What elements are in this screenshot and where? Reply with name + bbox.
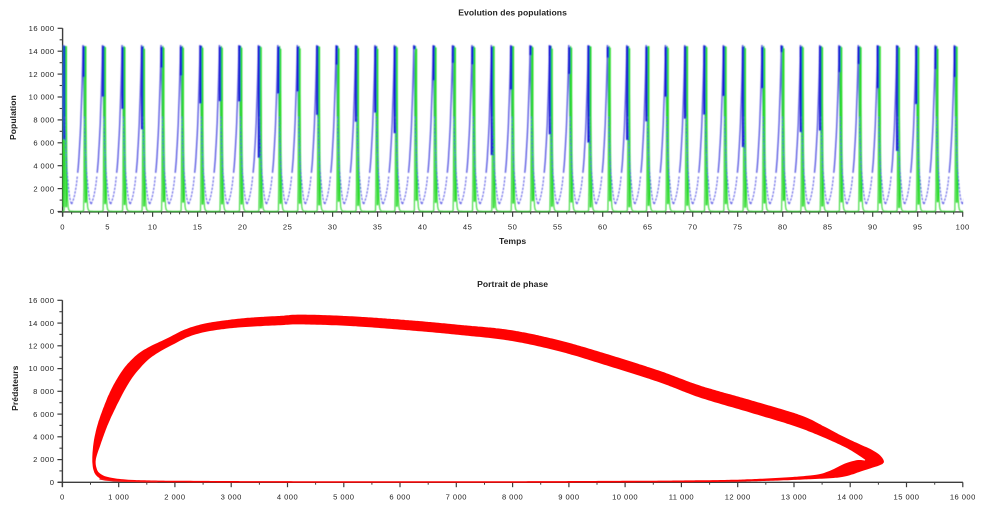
- svg-text:35: 35: [373, 223, 382, 232]
- svg-text:12 000: 12 000: [725, 493, 751, 502]
- svg-text:4 000: 4 000: [33, 433, 54, 442]
- svg-text:6 000: 6 000: [389, 493, 410, 502]
- svg-text:14 000: 14 000: [837, 493, 863, 502]
- svg-text:4 000: 4 000: [277, 493, 298, 502]
- svg-text:40: 40: [418, 223, 427, 232]
- svg-text:70: 70: [688, 223, 697, 232]
- svg-text:3 000: 3 000: [221, 493, 242, 502]
- svg-text:13 000: 13 000: [781, 493, 807, 502]
- svg-text:16 000: 16 000: [950, 493, 976, 502]
- svg-text:45: 45: [463, 223, 472, 232]
- svg-text:95: 95: [913, 223, 922, 232]
- svg-text:0: 0: [50, 478, 55, 487]
- svg-text:Evolution des populations: Evolution des populations: [458, 8, 567, 18]
- svg-text:100: 100: [956, 223, 970, 232]
- svg-text:50: 50: [508, 223, 517, 232]
- svg-text:16 000: 16 000: [28, 296, 54, 305]
- svg-text:10 000: 10 000: [29, 93, 55, 102]
- svg-text:0: 0: [60, 223, 65, 232]
- svg-text:8 000: 8 000: [33, 116, 54, 125]
- svg-text:85: 85: [823, 223, 832, 232]
- svg-text:12 000: 12 000: [29, 70, 55, 79]
- svg-text:8 000: 8 000: [502, 493, 523, 502]
- svg-text:60: 60: [598, 223, 607, 232]
- svg-text:65: 65: [643, 223, 652, 232]
- svg-text:25: 25: [283, 223, 292, 232]
- svg-text:2 000: 2 000: [164, 493, 185, 502]
- svg-text:Temps: Temps: [499, 236, 526, 246]
- svg-text:80: 80: [778, 223, 787, 232]
- svg-text:6 000: 6 000: [33, 410, 54, 419]
- svg-text:10 000: 10 000: [28, 364, 54, 373]
- svg-text:75: 75: [733, 223, 742, 232]
- svg-text:4 000: 4 000: [33, 161, 54, 170]
- svg-text:1 000: 1 000: [108, 493, 129, 502]
- svg-text:12 000: 12 000: [28, 342, 54, 351]
- svg-text:90: 90: [868, 223, 877, 232]
- svg-text:6 000: 6 000: [33, 139, 54, 148]
- svg-text:0: 0: [60, 493, 65, 502]
- svg-text:10 000: 10 000: [612, 493, 638, 502]
- svg-text:5: 5: [105, 223, 110, 232]
- svg-text:7 000: 7 000: [446, 493, 467, 502]
- svg-text:14 000: 14 000: [28, 319, 54, 328]
- svg-text:2 000: 2 000: [33, 184, 54, 193]
- svg-text:Prédateurs: Prédateurs: [10, 365, 20, 411]
- svg-text:14 000: 14 000: [29, 47, 55, 56]
- svg-text:15: 15: [193, 223, 202, 232]
- svg-text:8 000: 8 000: [33, 387, 54, 396]
- svg-text:15 000: 15 000: [894, 493, 920, 502]
- svg-text:Population: Population: [8, 95, 18, 140]
- svg-text:Portrait de phase: Portrait de phase: [477, 279, 548, 289]
- svg-text:20: 20: [238, 223, 247, 232]
- svg-text:11 000: 11 000: [669, 493, 694, 502]
- svg-text:30: 30: [328, 223, 337, 232]
- svg-text:5 000: 5 000: [333, 493, 354, 502]
- svg-text:9 000: 9 000: [558, 493, 579, 502]
- svg-text:10: 10: [148, 223, 157, 232]
- svg-text:16 000: 16 000: [29, 24, 55, 33]
- svg-text:2 000: 2 000: [33, 455, 54, 464]
- svg-text:55: 55: [553, 223, 562, 232]
- svg-text:0: 0: [50, 207, 55, 216]
